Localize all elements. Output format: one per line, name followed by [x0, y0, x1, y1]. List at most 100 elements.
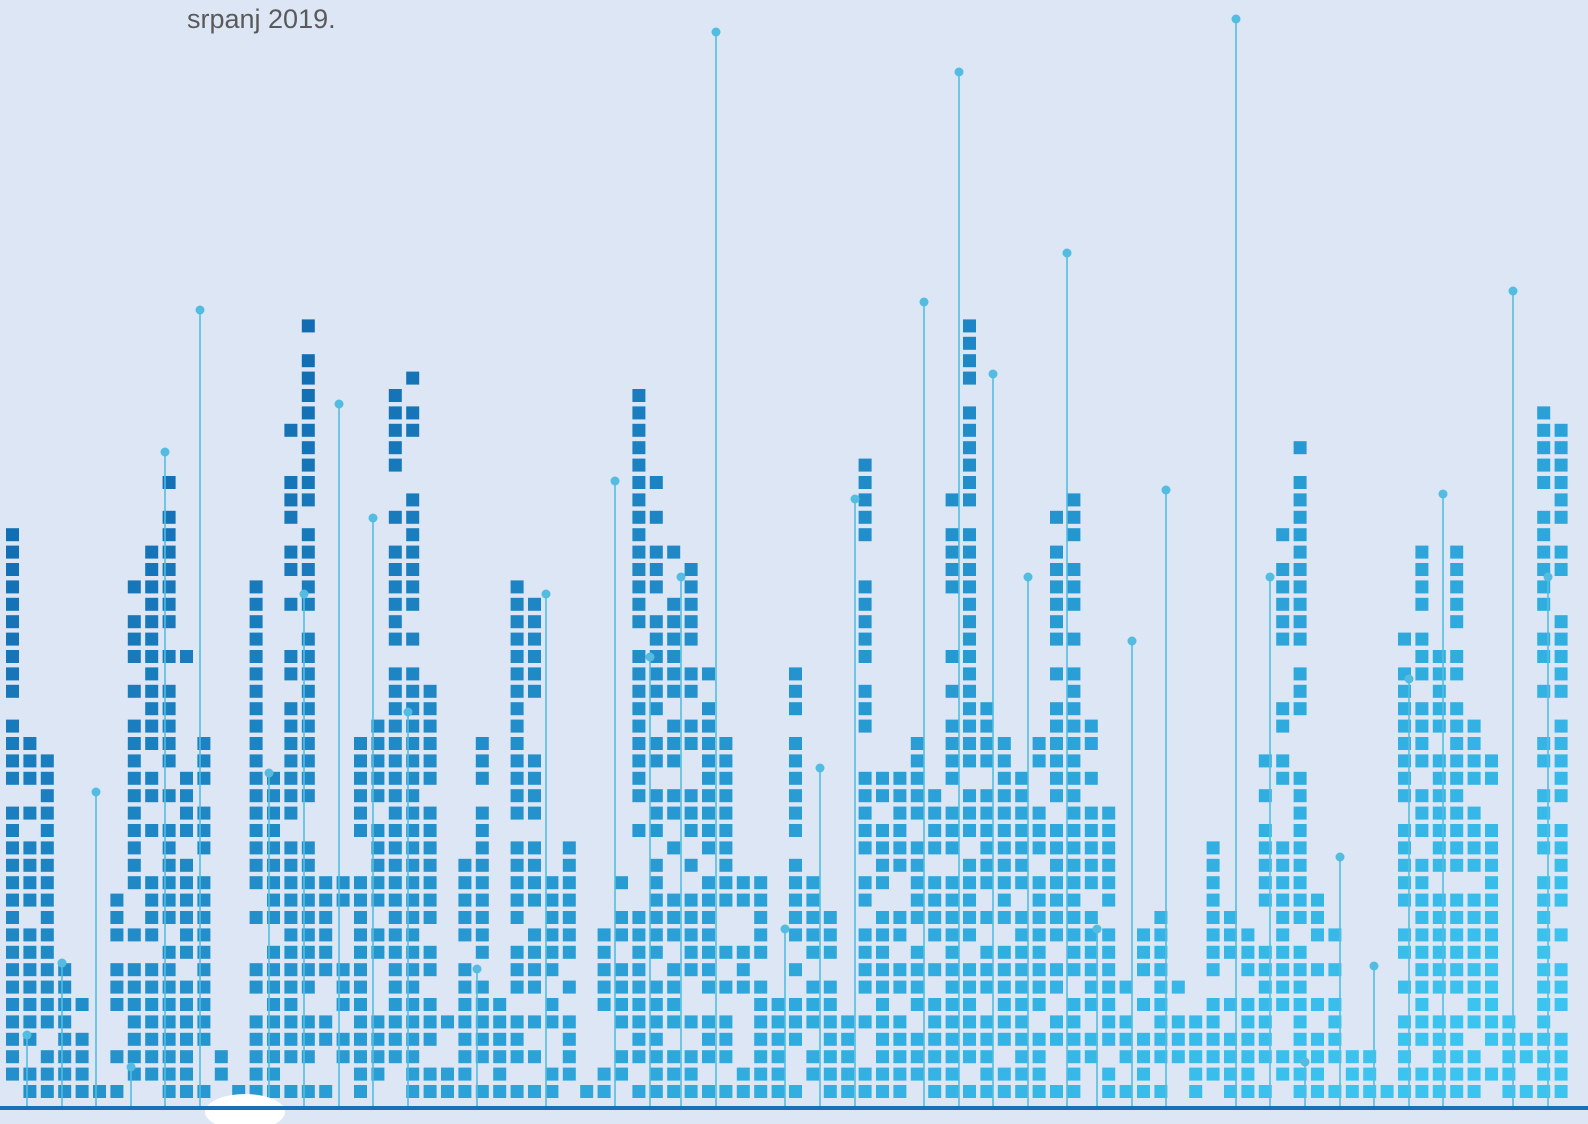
block — [475, 980, 489, 994]
block — [980, 754, 994, 768]
block — [1084, 771, 1098, 785]
block — [615, 980, 628, 994]
block — [910, 893, 924, 907]
block — [1067, 667, 1081, 681]
block — [40, 1015, 54, 1029]
block — [1467, 945, 1481, 959]
block — [1102, 824, 1116, 837]
block — [336, 980, 350, 994]
block — [162, 998, 176, 1011]
block — [1485, 754, 1498, 768]
block — [475, 1050, 489, 1064]
block — [1293, 963, 1307, 977]
block — [963, 493, 976, 507]
block — [1398, 928, 1411, 942]
block — [1432, 945, 1446, 959]
block — [284, 945, 298, 959]
block — [702, 1085, 715, 1098]
block — [127, 754, 141, 768]
block — [1450, 789, 1464, 803]
block — [963, 371, 976, 385]
block — [1467, 824, 1481, 837]
block — [1502, 1067, 1516, 1081]
block — [145, 667, 159, 681]
block — [249, 771, 263, 785]
block — [1032, 824, 1046, 837]
pin-head — [1543, 572, 1553, 582]
block — [441, 1067, 454, 1081]
block — [1519, 1085, 1533, 1098]
block — [388, 441, 402, 455]
block — [249, 980, 263, 994]
block — [1537, 998, 1551, 1011]
block — [632, 945, 646, 959]
block — [1276, 580, 1290, 594]
block — [1554, 858, 1568, 872]
block — [475, 1085, 489, 1098]
block — [1050, 789, 1063, 803]
block — [667, 597, 681, 611]
block — [876, 1067, 889, 1081]
block — [1398, 945, 1411, 959]
block — [1554, 545, 1568, 559]
block — [684, 580, 698, 594]
block — [388, 893, 402, 907]
block — [1467, 911, 1481, 924]
block — [1102, 928, 1116, 942]
block — [145, 980, 159, 994]
block — [162, 754, 176, 768]
block — [528, 771, 541, 785]
block — [545, 911, 559, 924]
block — [858, 893, 872, 907]
block — [876, 963, 889, 977]
block — [632, 754, 646, 768]
block — [1015, 998, 1029, 1011]
pin-head — [850, 494, 860, 504]
block — [649, 563, 663, 576]
block — [910, 980, 924, 994]
pin-head — [919, 297, 929, 307]
block — [963, 563, 976, 576]
block — [423, 806, 437, 820]
block — [789, 789, 802, 803]
block — [1450, 1085, 1464, 1098]
block — [997, 1067, 1011, 1081]
block — [649, 858, 663, 872]
block — [423, 824, 437, 837]
block — [267, 998, 280, 1011]
block — [301, 597, 315, 611]
block — [684, 737, 698, 750]
block — [806, 1050, 820, 1064]
block — [1102, 841, 1116, 855]
block — [1067, 737, 1081, 750]
block — [1450, 945, 1464, 959]
block — [284, 1050, 298, 1064]
pin-head — [1438, 489, 1448, 499]
block — [789, 771, 802, 785]
block — [145, 702, 159, 716]
block — [23, 754, 37, 768]
block — [823, 980, 837, 994]
block — [736, 980, 750, 994]
block — [1450, 597, 1464, 611]
block — [1293, 510, 1307, 524]
block — [180, 1050, 193, 1064]
block — [684, 684, 698, 698]
block — [684, 563, 698, 576]
block — [1050, 545, 1063, 559]
pin-head — [645, 652, 655, 662]
block — [284, 754, 298, 768]
block — [1015, 771, 1029, 785]
block — [354, 1085, 367, 1098]
block — [1015, 1032, 1029, 1046]
block — [1050, 928, 1063, 942]
block — [388, 615, 402, 629]
block — [388, 510, 402, 524]
block — [528, 963, 541, 977]
block — [284, 789, 298, 803]
block — [1398, 1015, 1411, 1029]
block — [162, 1050, 176, 1064]
block — [1154, 911, 1168, 924]
block — [649, 545, 663, 559]
block — [388, 998, 402, 1011]
